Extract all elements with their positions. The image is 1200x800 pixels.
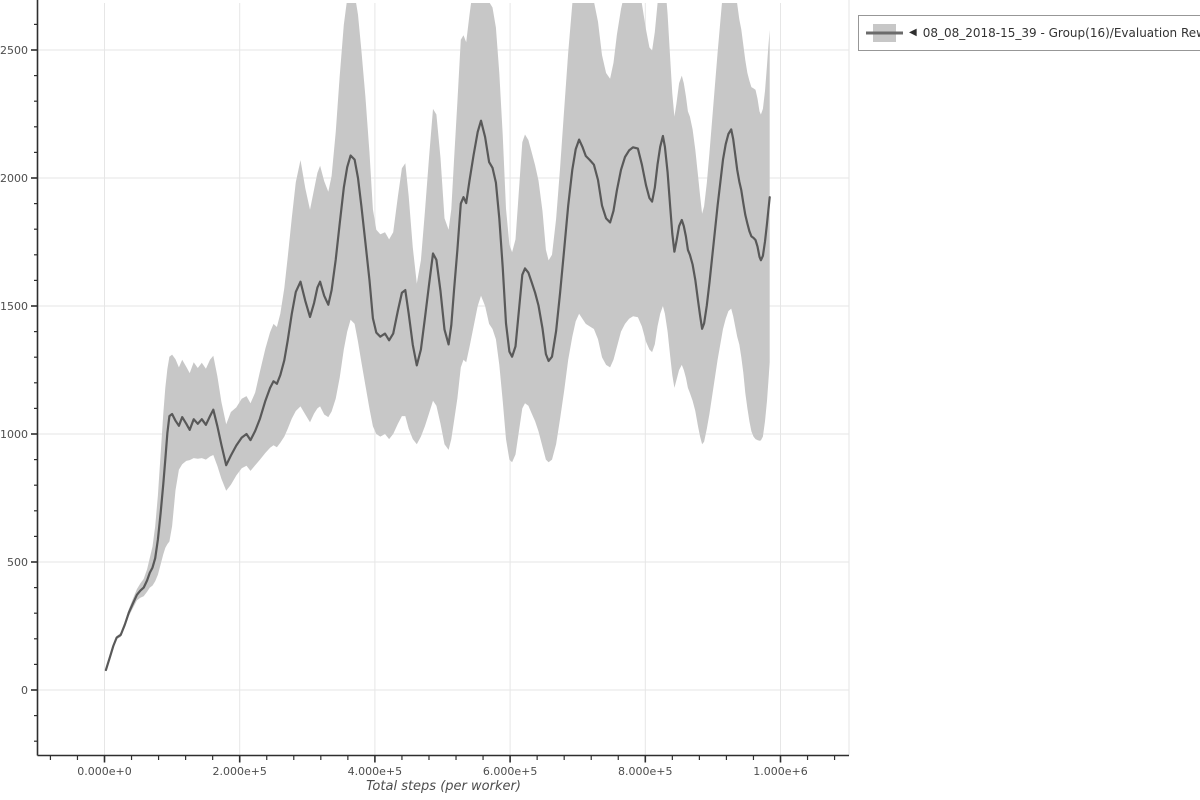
axes: 0 500 1000 1500 2000 2500 0.000e+0 2.000e+5 4.00… (0, 0, 849, 778)
mean-line (104, 119, 771, 672)
y-tick-label: 0 (21, 684, 28, 697)
y-tick-label: 1500 (0, 300, 28, 313)
legend-series-label: 08_08_2018-15_39 - Group(16)/Evaluation … (922, 26, 1200, 40)
y-tick-label: 1000 (0, 428, 28, 441)
x-tick-label: 6.000e+5 (483, 765, 537, 778)
y-tick-label: 2000 (0, 172, 28, 185)
x-tick-label: 2.000e+5 (212, 765, 266, 778)
legend-collapse-icon[interactable]: ◀ (909, 27, 917, 38)
x-axis-label: Total steps (per worker) (366, 779, 521, 794)
x-tick-label: 4.000e+5 (348, 765, 402, 778)
y-tick-label: 2500 (0, 44, 28, 57)
legend[interactable]: ◀ 08_08_2018-15_39 - Group(16)/Evaluatio… (858, 15, 1200, 51)
x-tick-label: 0.000e+0 (77, 765, 131, 778)
y-tick-label: 500 (7, 556, 28, 569)
x-tick-label: 1.000e+6 (753, 765, 807, 778)
x-tick-label: 8.000e+5 (618, 765, 672, 778)
std-band (105, 3, 770, 670)
legend-swatch-icon (866, 24, 903, 42)
